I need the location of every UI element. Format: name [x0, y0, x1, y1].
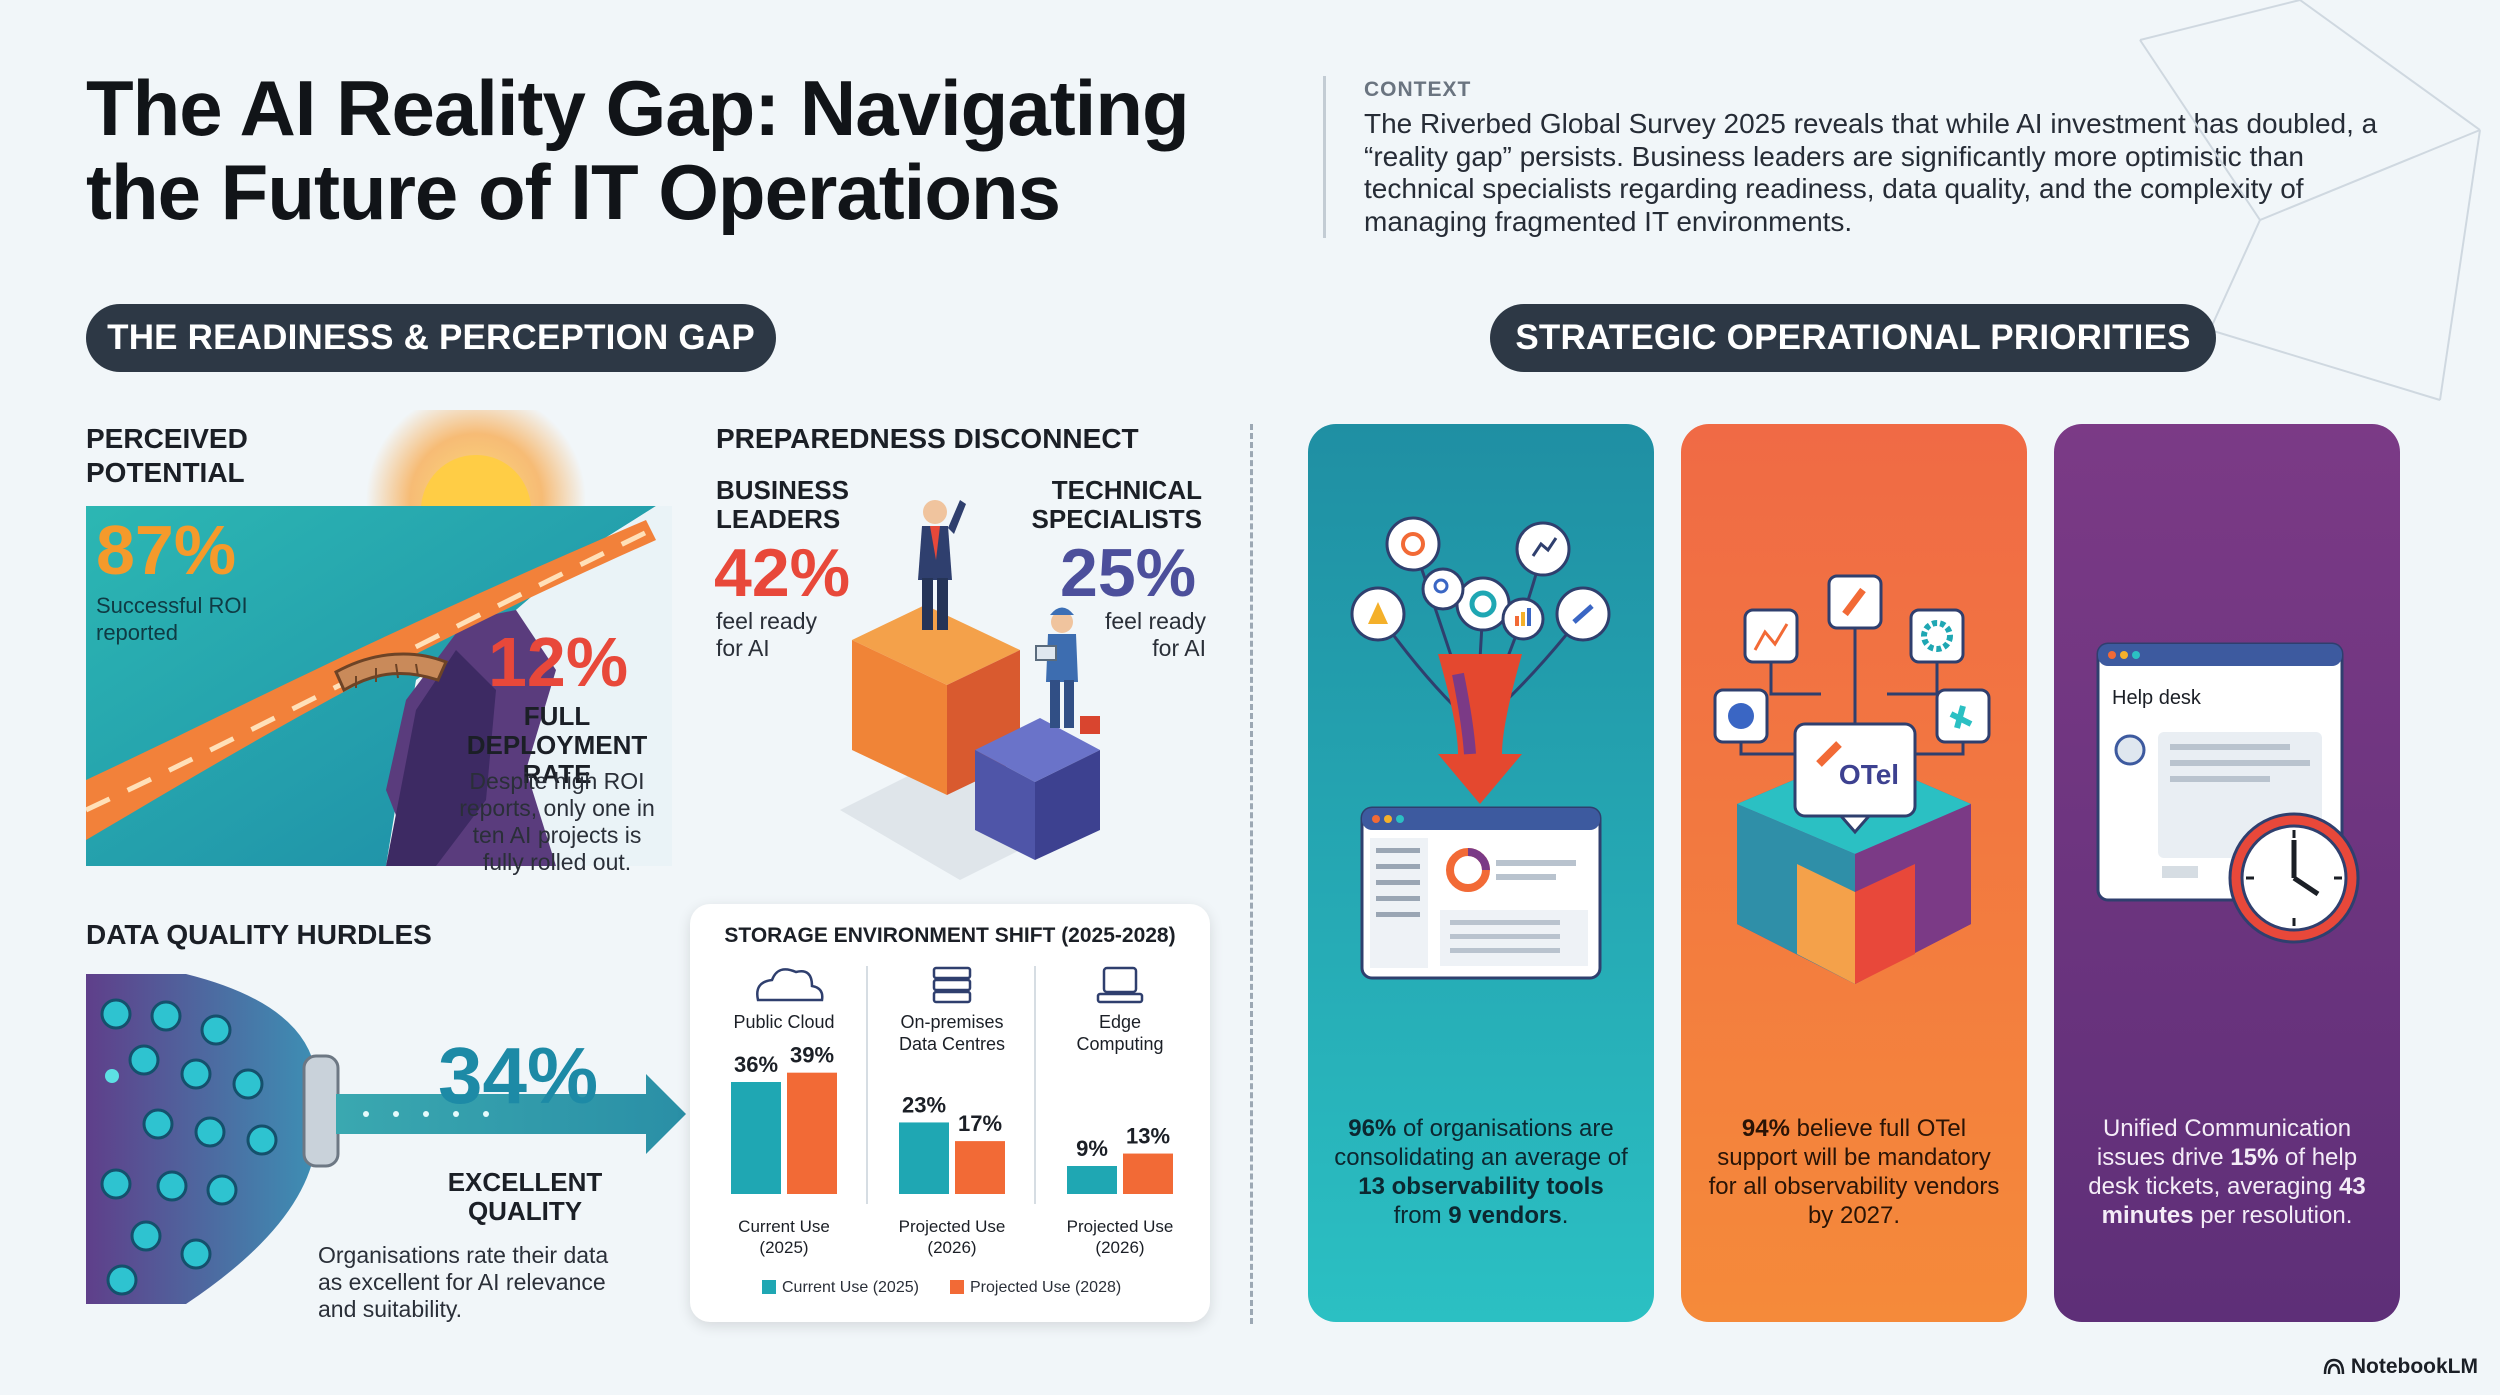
technical-specialists-caption: feel ready for AI: [1104, 608, 1206, 661]
roi-caption: Successful ROI reported: [96, 593, 248, 645]
bar-current: [899, 1122, 949, 1194]
perceived-heading: PERCEIVED POTENTIAL: [86, 423, 248, 488]
business-leader-figure: [918, 500, 966, 630]
cloud-icon: [756, 968, 824, 1002]
edge-device-icon: [1096, 966, 1144, 1004]
bar-projected: [787, 1072, 837, 1194]
storage-chart-card: STORAGE ENVIRONMENT SHIFT (2025-2028) Pu…: [690, 904, 1210, 1322]
business-leaders-label: BUSINESS LEADERS: [716, 475, 849, 534]
observability-card: 96% of organisations are consolidating a…: [1308, 424, 1654, 1322]
server-icon: [932, 966, 972, 1004]
edge-device-base: [1096, 992, 1144, 1004]
observability-illustration: [1350, 516, 1611, 980]
funnel-illustration: [86, 974, 686, 1304]
context-text: The Riverbed Global Survey 2025 reveals …: [1364, 108, 2378, 237]
bar-current: [731, 1082, 781, 1194]
server-rack: [932, 966, 972, 980]
data-quality-heading: DATA QUALITY HURDLES: [86, 919, 432, 950]
x-axis-label: (2026): [927, 1238, 976, 1257]
business-leaders-percent: 42%: [714, 535, 851, 611]
bar-label-projected: 39%: [790, 1043, 834, 1068]
section-title-readiness: THE READINESS & PERCEPTION GAP: [86, 304, 776, 372]
server-rack: [932, 978, 972, 992]
chart-legend: Current Use (2025) Projected Use (2028): [762, 1279, 1121, 1296]
group-name: Public Cloud: [733, 1012, 834, 1032]
server-rack: [932, 990, 972, 1004]
group-name: Data Centres: [899, 1034, 1005, 1054]
legend-label-projected: Projected Use (2028): [970, 1279, 1121, 1296]
group-name: Edge: [1099, 1012, 1141, 1032]
legend-label-current: Current Use (2025): [782, 1279, 919, 1296]
unified-communication-card: Help desk Unified Communication issues d…: [2054, 424, 2400, 1322]
bar-label-current: 9%: [1076, 1136, 1108, 1161]
deployment-description: Despite high ROI reports, only one in te…: [459, 768, 655, 875]
preparedness-illustration: [840, 500, 1100, 880]
otel-text: 94% believe full OTel support will be ma…: [1708, 1115, 2000, 1229]
notebooklm-icon: [2323, 1358, 2345, 1375]
group-name: On-premises: [900, 1012, 1003, 1032]
help-desk-window-title: Help desk: [2112, 687, 2202, 709]
vendor-logos-icon: [1728, 587, 1973, 729]
x-axis-label: Projected Use: [899, 1217, 1006, 1236]
unified-communication-text: Unified Communication issues drive 15% o…: [2088, 1115, 2366, 1229]
x-axis-label: Projected Use: [1067, 1217, 1174, 1236]
bar-label-projected: 17%: [958, 1111, 1002, 1136]
otel-illustration: OTel: [1713, 574, 1991, 984]
preparedness-heading: PREPAREDNESS DISCONNECT: [716, 423, 1139, 454]
section-divider: [1250, 424, 1253, 1324]
deployment-percent: 12%: [488, 623, 629, 701]
data-quality-description: Organisations rate their data as excelle…: [318, 1242, 609, 1322]
technical-specialists-label: TECHNICAL SPECIALISTS: [1031, 475, 1202, 534]
roi-percent: 87%: [96, 511, 237, 589]
help-desk-illustration: Help desk: [2096, 642, 2360, 944]
bar-projected: [955, 1141, 1005, 1194]
network-lines-decoration: [2139, 0, 2481, 401]
excellent-quality-label: EXCELLENT QUALITY: [447, 1167, 603, 1226]
x-axis-label: (2025): [759, 1238, 808, 1257]
observability-text: 96% of organisations are consolidating a…: [1334, 1115, 1628, 1229]
clock-icon: [2228, 812, 2360, 944]
legend-swatch-current: [762, 1280, 776, 1294]
page-title: The AI Reality Gap: Navigating the Futur…: [86, 64, 1190, 236]
technical-specialists-percent: 25%: [1060, 535, 1197, 611]
bar-label-projected: 13%: [1126, 1124, 1170, 1149]
cloud-shape: [756, 968, 824, 1002]
x-axis-label: Current Use: [738, 1217, 830, 1236]
legend-swatch-projected: [950, 1280, 964, 1294]
bar-projected: [1123, 1153, 1173, 1194]
x-axis-label: (2026): [1095, 1238, 1144, 1257]
context-label: CONTEXT: [1364, 78, 1472, 101]
business-leaders-caption: feel ready for AI: [716, 608, 818, 661]
tool-logos-icon: [1368, 532, 1594, 626]
excellent-quality-percent: 34%: [438, 1031, 599, 1120]
deployment-label: FULL DEPLOYMENT RATE: [466, 701, 648, 789]
bar-label-current: 23%: [902, 1092, 946, 1117]
road-gap-illustration: [86, 410, 672, 866]
otel-card: OTel 94% believe full OTel support will …: [1681, 424, 2027, 1322]
brand-logo: NotebookLM: [2323, 1355, 2478, 1379]
technical-specialist-figure: [1035, 607, 1100, 734]
otel-logo-text: OTel: [1839, 759, 1899, 790]
storage-chart-title: STORAGE ENVIRONMENT SHIFT (2025-2028): [724, 924, 1175, 947]
section-title-priorities: STRATEGIC OPERATIONAL PRIORITIES: [1490, 304, 2216, 372]
edge-device-body: [1102, 966, 1138, 994]
storage-chart: STORAGE ENVIRONMENT SHIFT (2025-2028) Pu…: [724, 924, 1175, 1296]
bar-current: [1067, 1166, 1117, 1194]
group-name: Computing: [1076, 1034, 1163, 1054]
context-divider: [1323, 76, 1326, 238]
bar-label-current: 36%: [734, 1052, 778, 1077]
